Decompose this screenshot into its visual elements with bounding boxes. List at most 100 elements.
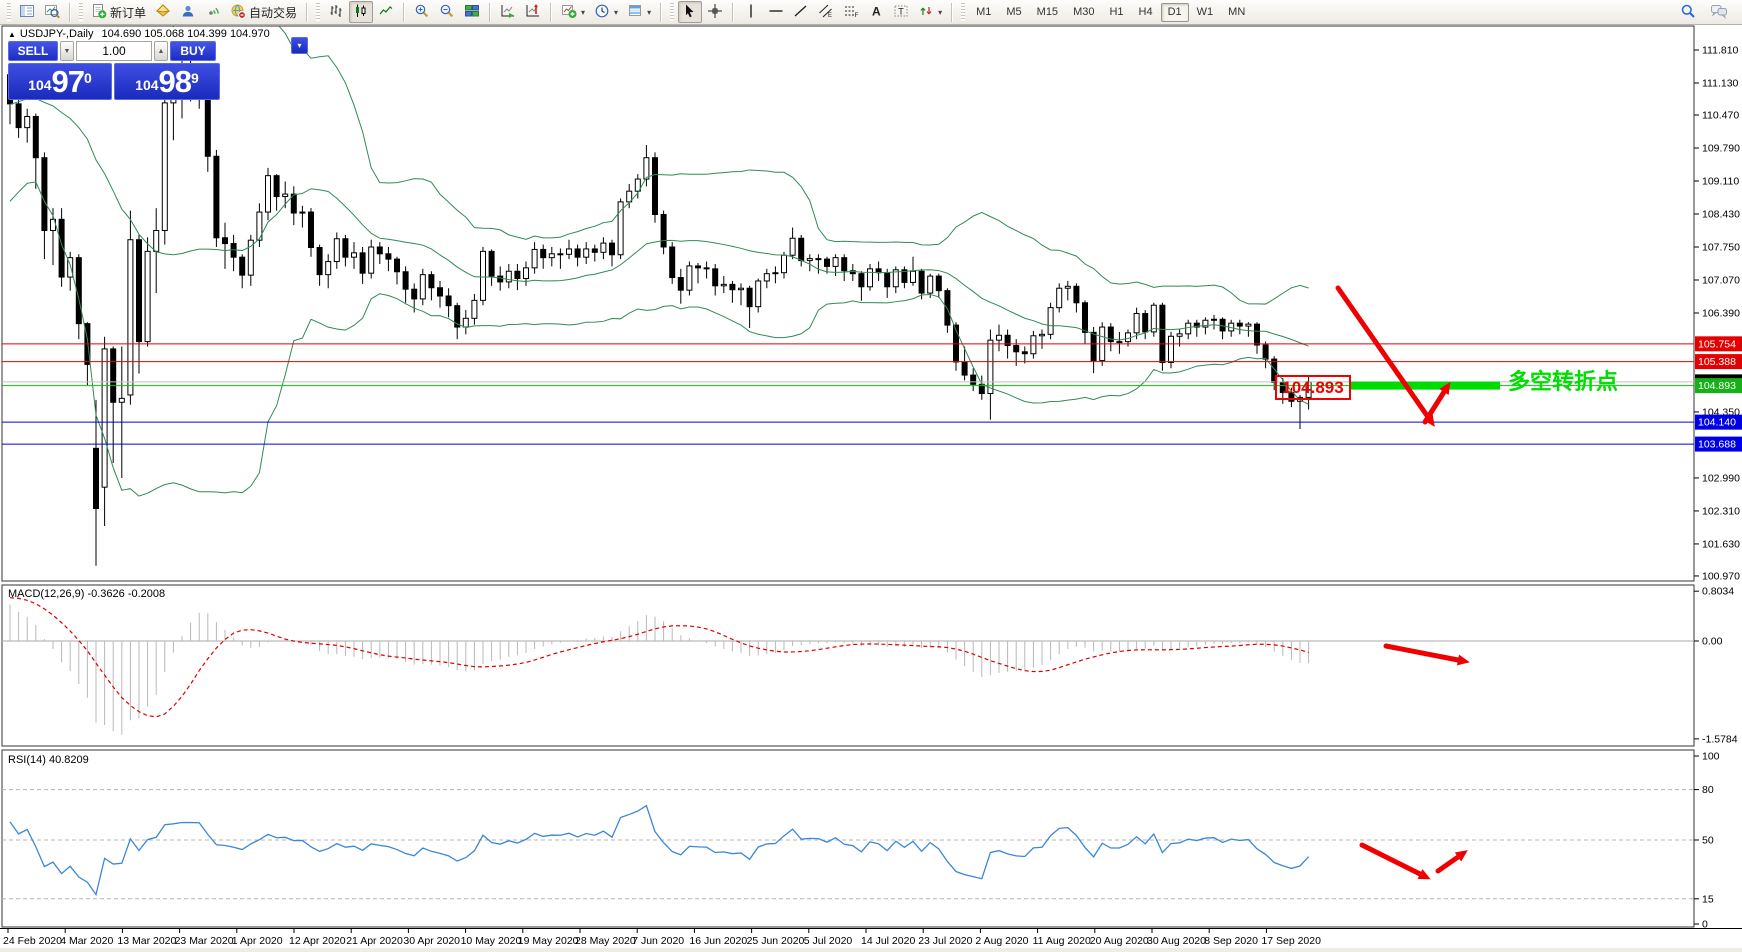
auto-scroll-button[interactable] [496,1,520,23]
new-order-icon [91,3,107,22]
svg-text:108.430: 108.430 [1702,208,1740,220]
chart-plot-area[interactable]: 111.810 111.130 110.470 109.790 109.110 108.4… [0,25,1742,952]
zoom-out-button[interactable] [435,1,459,23]
charts-list-icon [19,3,35,22]
buy-button[interactable]: BUY [170,41,216,61]
timeframe-mn-button[interactable]: MN [1221,3,1252,22]
community-icon [180,3,196,22]
charts-list-button[interactable] [15,1,39,23]
annotation-arrow[interactable] [1383,643,1461,663]
collapse-arrow-icon[interactable]: ▲ [8,30,16,39]
line-chart-icon [378,3,394,22]
svg-text:106.390: 106.390 [1702,307,1740,319]
periods-button[interactable]: ▾ [590,1,622,23]
svg-text:T: T [898,6,904,16]
bar-chart-mode-button[interactable] [324,1,348,23]
turning-point-level-bar[interactable] [1351,381,1500,390]
text-label-tool-button[interactable]: T [889,1,913,23]
sell-button[interactable]: SELL [8,41,58,61]
timeframe-m5-button[interactable]: M5 [999,3,1028,22]
svg-text:17 Sep 2020: 17 Sep 2020 [1261,935,1321,947]
timeframe-d1-button[interactable]: D1 [1160,2,1189,22]
svg-text:24 Feb 2020: 24 Feb 2020 [3,935,62,947]
price-tag-label [1695,414,1742,430]
svg-text:100.970: 100.970 [1702,570,1740,582]
toolbar-grip[interactable] [316,3,321,21]
text-tool-button[interactable]: A [864,1,888,23]
sell-price-pips: 97 [51,64,85,99]
annotation-arrow[interactable] [1435,854,1461,874]
buy-price-point: 9 [191,70,199,86]
svg-text:111.130: 111.130 [1702,77,1739,89]
svg-text:0: 0 [1702,919,1708,931]
metaeditor-button[interactable] [151,1,175,23]
window-bottom-edge [0,948,1742,952]
signals-button[interactable] [201,1,225,23]
svg-text:111.810: 111.810 [1702,45,1739,57]
zoom-in-button[interactable] [410,1,434,23]
vertical-line-tool-button[interactable] [739,1,763,23]
community-button[interactable] [176,1,200,23]
new-order-button[interactable]: 新订单 [87,1,150,23]
timeframe-h1-button[interactable]: H1 [1102,3,1130,22]
svg-text:5 Jul 2020: 5 Jul 2020 [804,935,853,947]
svg-text:103.688: 103.688 [1698,439,1736,451]
svg-text:1 Apr 2020: 1 Apr 2020 [232,935,283,947]
equidistant-channel-tool-button[interactable]: E [814,1,838,23]
chart-shift-button[interactable] [521,1,545,23]
svg-text:30 Aug 2020: 30 Aug 2020 [1147,935,1206,947]
toolbar-grip[interactable] [961,3,966,21]
arrows-tool-button[interactable]: ▾ [914,1,946,23]
svg-text:F: F [855,12,859,19]
profiles-button[interactable] [40,1,64,23]
svg-text:109.790: 109.790 [1702,143,1740,155]
ohlc-values: 104.690 105.068 104.399 104.970 [101,28,270,40]
buy-price-button[interactable]: 104 98 9 [114,63,220,100]
svg-text:105.754: 105.754 [1698,338,1736,350]
svg-text:107.750: 107.750 [1702,241,1740,253]
indicators-button[interactable]: ▾ [557,1,589,23]
svg-text:101.630: 101.630 [1702,538,1740,550]
svg-text:E: E [828,13,832,19]
autotrading-button[interactable]: 自动交易 [226,1,301,23]
price-axis[interactable]: 111.810 111.130 110.470 109.790 109.110 108.4… [1694,45,1742,931]
volume-down-button[interactable]: ▼ [60,41,74,61]
annotation-arrow[interactable] [1335,285,1431,420]
cursor-tool-button[interactable] [678,1,703,23]
svg-text:11 Aug 2020: 11 Aug 2020 [1033,935,1091,947]
sell-price-button[interactable]: 104 97 0 [8,63,112,100]
timeframe-h4-button[interactable]: H4 [1132,3,1160,22]
line-chart-mode-button[interactable] [374,1,398,23]
volume-input[interactable] [76,41,152,61]
candlestick-mode-button[interactable] [349,1,374,23]
search-button[interactable] [1676,1,1700,23]
price-tag-label [1695,378,1742,394]
timeframe-m1-button[interactable]: M1 [969,3,998,22]
annotation-arrow[interactable] [1359,842,1423,877]
pane-main[interactable] [1,25,1695,582]
annotation-arrow[interactable] [1422,389,1447,425]
crosshair-tool-button[interactable] [703,1,727,23]
profiles-icon [44,3,60,22]
toolbar-grip[interactable] [7,3,11,21]
toolbar-grip[interactable] [79,3,83,21]
fibonacci-tool-button[interactable]: F [839,1,863,23]
tile-windows-button[interactable] [460,1,484,23]
volume-up-button[interactable]: ▲ [154,41,168,61]
horizontal-line-tool-button[interactable] [764,1,788,23]
timeframe-m15-button[interactable]: M15 [1030,3,1065,22]
svg-text:12 Apr 2020: 12 Apr 2020 [289,935,346,947]
timeframe-m30-button[interactable]: M30 [1066,3,1101,22]
timeframe-w1-button[interactable]: W1 [1190,3,1221,22]
chat-button[interactable] [1706,1,1732,23]
templates-button[interactable]: ▾ [623,1,655,23]
annotation-arrow-head [1456,654,1470,666]
pane-macd[interactable] [1,584,1695,747]
trendline-tool-button[interactable] [789,1,813,23]
pane-rsi[interactable] [1,749,1695,928]
panel-toggle-button[interactable]: ▾ [291,37,308,54]
toolbar-grip[interactable] [670,3,675,21]
chart-title-bar: ▲ USDJPY-,Daily 104.690 105.068 104.399 10… [8,28,270,40]
